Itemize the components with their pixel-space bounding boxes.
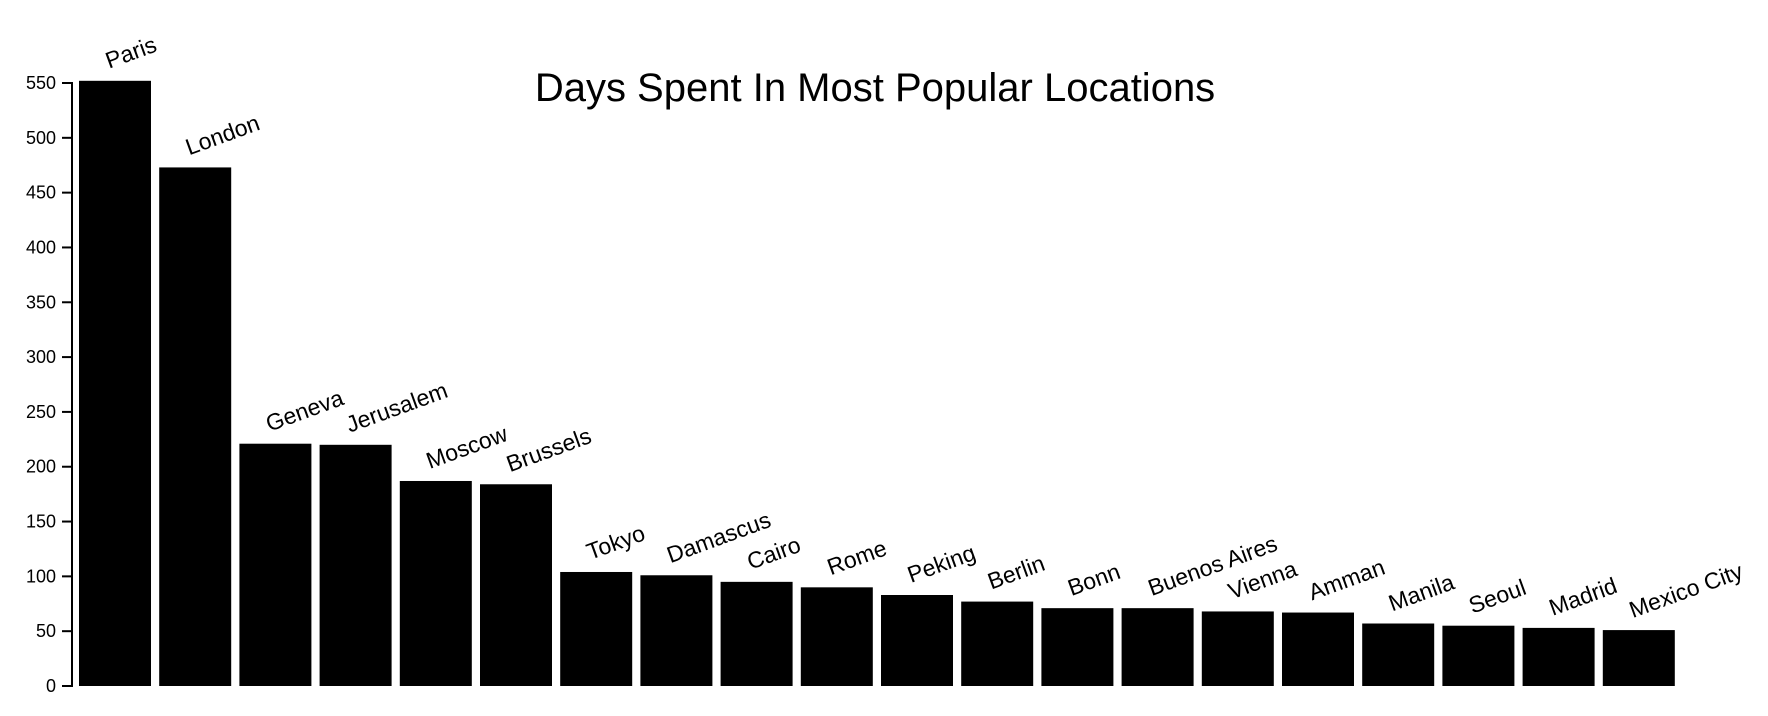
- chart-title: Days Spent In Most Popular Locations: [535, 66, 1215, 110]
- bar-label: Berlin: [984, 550, 1048, 595]
- bar-london: [159, 167, 232, 687]
- bar-label: Peking: [904, 539, 979, 587]
- bar-label: Bonn: [1064, 558, 1123, 601]
- y-axis-line: [62, 82, 73, 687]
- y-tick-label: 50: [36, 621, 56, 641]
- bar-damascus: [640, 575, 713, 686]
- bar-mexico-city: [1602, 630, 1675, 686]
- bar-manila: [1362, 623, 1435, 686]
- y-tick-label: 400: [26, 237, 56, 257]
- bar-amman: [1282, 612, 1354, 686]
- bar-label: Geneva: [262, 384, 347, 436]
- bar-cairo: [720, 581, 793, 686]
- bar-label: Paris: [102, 31, 160, 73]
- bar-moscow: [399, 480, 472, 686]
- bar-tokyo: [560, 571, 633, 686]
- bar-label: Mexico City: [1626, 558, 1747, 623]
- bar-label: Manila: [1385, 569, 1458, 617]
- bar-vienna: [1201, 611, 1274, 686]
- y-tick-label: 100: [26, 566, 56, 586]
- y-tick-label: 450: [26, 183, 56, 203]
- bar-peking: [881, 595, 953, 686]
- y-tick-label: 300: [26, 347, 56, 367]
- bar-label: Amman: [1305, 554, 1388, 606]
- bar-berlin: [961, 601, 1034, 686]
- y-tick-label: 500: [26, 128, 56, 148]
- bar-brussels: [480, 484, 552, 686]
- bar-seoul: [1442, 625, 1515, 686]
- bar-jerusalem: [319, 444, 392, 686]
- bar-geneva: [239, 443, 312, 686]
- y-tick-label: 350: [26, 292, 56, 312]
- bar-label: Madrid: [1545, 572, 1620, 620]
- y-tick-label: 250: [26, 402, 56, 422]
- bar-bonn: [1041, 608, 1114, 686]
- bar-label: Brussels: [503, 422, 595, 477]
- y-axis: 0 50 100 150 200 250 300 350 400 450 500 550: [26, 73, 73, 696]
- bars: [79, 80, 1675, 687]
- bar-buenos-aires: [1121, 608, 1194, 686]
- y-tick-label: 0: [46, 676, 56, 696]
- y-tick-label: 550: [26, 73, 56, 93]
- bar-label: London: [182, 109, 263, 160]
- bar-label: Moscow: [423, 420, 512, 473]
- bar-label: Seoul: [1465, 574, 1529, 619]
- bar-label: Rome: [824, 535, 891, 580]
- bar-label: Jerusalem: [342, 377, 451, 438]
- bar-label: Tokyo: [583, 520, 648, 565]
- bar-madrid: [1522, 627, 1595, 686]
- y-tick-label: 200: [26, 457, 56, 477]
- y-tick-label: 150: [26, 512, 56, 532]
- bar-rome: [800, 587, 873, 686]
- bar-paris: [79, 80, 151, 687]
